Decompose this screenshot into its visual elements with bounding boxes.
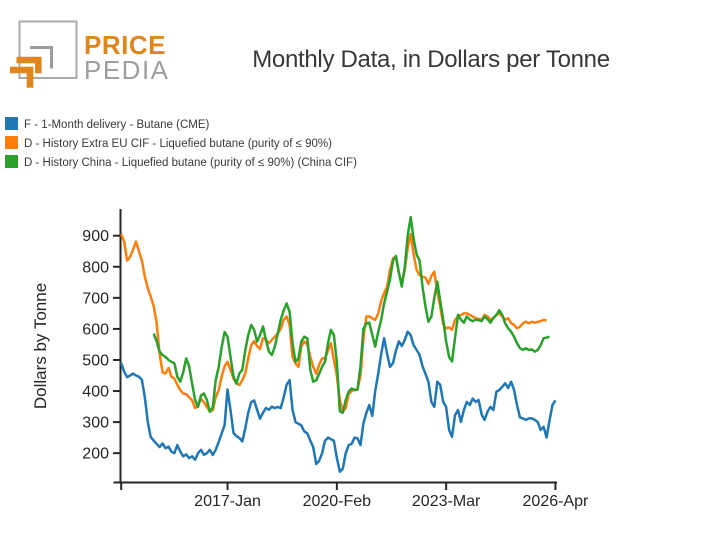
series-line-0 [120, 330, 557, 474]
legend-label: F - 1-Month delivery - Butane (CME) [24, 119, 210, 131]
chart-title: Monthly Data, in Dollars per Tonne [252, 46, 610, 73]
y-tick-label: 400 [82, 384, 109, 401]
chart-legend: F - 1-Month delivery - Butane (CME) D - … [5, 117, 357, 169]
series-line-2 [152, 215, 550, 415]
logo-orange-bracket-icon [16, 56, 42, 74]
logo-orange-bracket-small-icon [10, 66, 34, 88]
legend-swatch-orange-icon [5, 136, 18, 149]
logo-gray-bracket-icon [30, 46, 53, 69]
axes: 200 300 400 500 600 700 800 900 2017-Jan 2020-Fe… [31, 209, 589, 510]
legend-label: D - History Extra EU CIF - Liquefied but… [24, 138, 332, 150]
series-line-1 [120, 232, 547, 413]
logo-word-price: PRICE [84, 30, 166, 60]
y-tick-label: 900 [82, 228, 109, 245]
legend-item: F - 1-Month delivery - Butane (CME) [5, 117, 210, 131]
y-axis-ticks: 200 300 400 500 600 700 800 900 [82, 228, 121, 463]
y-tick-label: 300 [82, 415, 109, 432]
logo-word-pedia: PEDIA [84, 55, 170, 85]
y-tick-label: 600 [82, 321, 109, 338]
x-tick-label: 2023-Mar [412, 493, 481, 510]
legend-item: D - History China - Liquefied butane (pu… [5, 155, 357, 169]
logo-square-outline-icon [18, 20, 78, 79]
x-tick-label: 2017-Jan [194, 493, 261, 510]
y-tick-label: 700 [82, 290, 109, 307]
legend-label: D - History China - Liquefied butane (pu… [24, 157, 357, 169]
x-axis-ticks: 2017-Jan 2020-Feb 2023-Mar 2026-Apr [120, 482, 589, 510]
legend-swatch-blue-icon [5, 117, 18, 130]
y-tick-label: 800 [82, 259, 109, 276]
x-tick-label: 2020-Feb [303, 493, 372, 510]
y-tick-label: 500 [82, 352, 109, 369]
pricepedia-logo: PRICE PEDIA [10, 20, 170, 88]
y-tick-label: 200 [82, 446, 109, 463]
x-tick-label: 2026-Apr [523, 493, 589, 510]
legend-item: D - History Extra EU CIF - Liquefied but… [5, 136, 332, 150]
y-axis-title: Dollars by Tonne [31, 283, 50, 409]
series-lines [120, 215, 557, 474]
legend-swatch-green-icon [5, 155, 18, 168]
